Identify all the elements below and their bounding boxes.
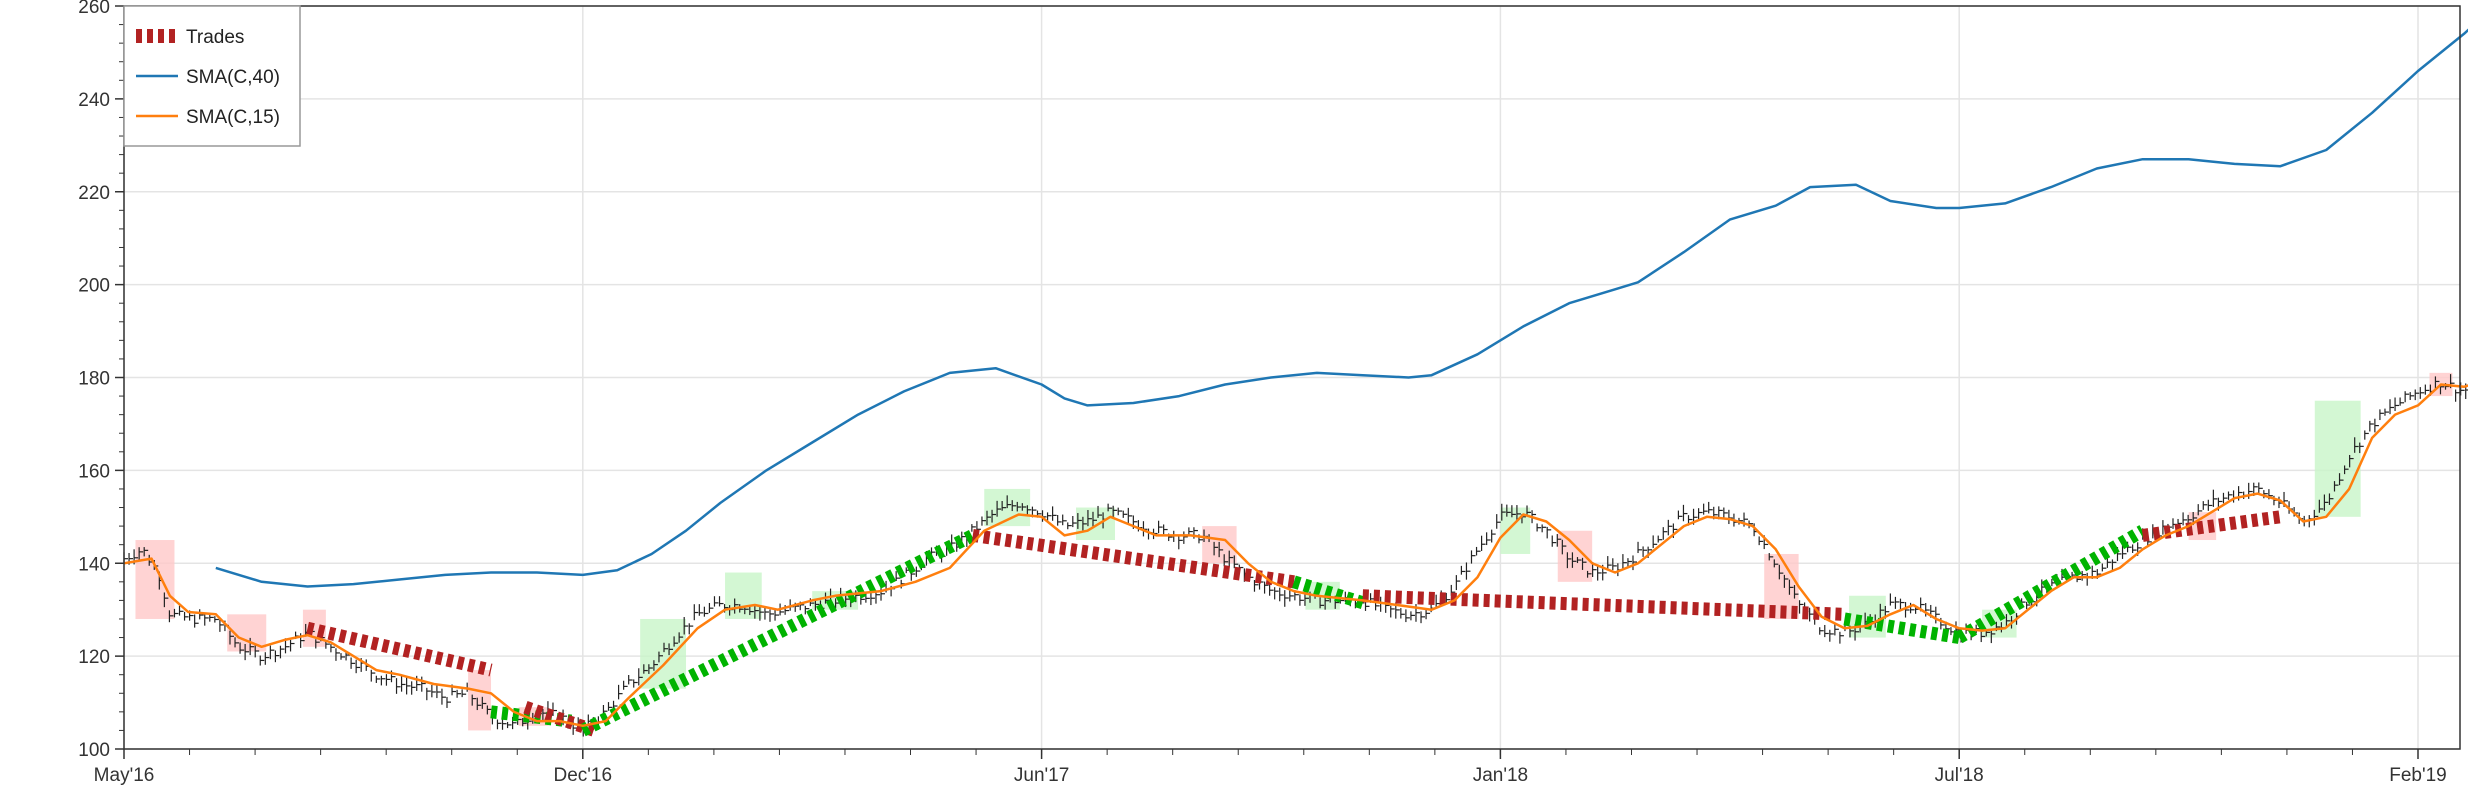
- legend-sma40-label: SMA(C,40): [186, 67, 280, 88]
- x-tick-label: Jul'18: [1935, 765, 1984, 786]
- legend: Trades SMA(C,40) SMA(C,15): [124, 6, 300, 146]
- x-tick-label: Jan'18: [1473, 765, 1528, 786]
- winning-position-band: [640, 619, 686, 689]
- y-tick-label: 260: [78, 0, 110, 18]
- y-tick-label: 140: [78, 554, 110, 575]
- legend-trades-label: Trades: [186, 27, 244, 48]
- y-tick-label: 200: [78, 276, 110, 297]
- y-tick-label: 240: [78, 90, 110, 111]
- winning-position-band: [1076, 508, 1115, 541]
- legend-sma15-label: SMA(C,15): [186, 107, 280, 128]
- y-tick-label: 160: [78, 461, 110, 482]
- y-tick-label: 180: [78, 369, 110, 390]
- x-tick-label: May'16: [94, 765, 155, 786]
- x-tick-label: Feb'19: [2389, 765, 2447, 786]
- y-tick-label: 120: [78, 647, 110, 668]
- winning-position-band: [725, 573, 762, 619]
- x-tick-label: Dec'16: [554, 765, 613, 786]
- x-tick-label: Jun'17: [1014, 765, 1069, 786]
- y-tick-label: 100: [78, 740, 110, 761]
- losing-position-band: [468, 670, 491, 730]
- y-tick-label: 220: [78, 183, 110, 204]
- winning-position-band: [2315, 401, 2361, 517]
